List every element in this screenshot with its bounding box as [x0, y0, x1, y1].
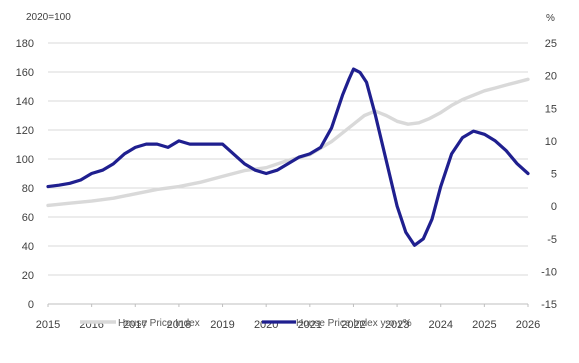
- x-tick-label: 2018: [167, 319, 191, 331]
- series-line-house-price-index: [46, 77, 530, 208]
- right-tick-label: 0: [551, 201, 557, 213]
- left-tick-label: 40: [22, 241, 34, 253]
- left-tick-label: 80: [22, 183, 34, 195]
- right-tick-label: -10: [541, 266, 557, 278]
- x-tick-label: 2025: [472, 319, 496, 331]
- right-tick-label: 25: [545, 38, 557, 50]
- left-tick-label: 160: [16, 67, 34, 79]
- x-tick-label: 2023: [385, 319, 409, 331]
- x-tick-label: 2021: [298, 319, 322, 331]
- right-tick-label: 5: [551, 169, 557, 181]
- x-tick-label: 2015: [36, 319, 60, 331]
- left-axis: 0 20 40 60 80 100 120 140 160 180: [16, 38, 34, 311]
- left-tick-label: 20: [22, 270, 34, 282]
- series-layer: [46, 67, 530, 247]
- left-tick-label: 140: [16, 96, 34, 108]
- x-tick-label: 2024: [428, 319, 452, 331]
- legend-label-house-price-index-yoy: House Price Index y-o-y%: [296, 318, 412, 329]
- x-tick-label: 2022: [341, 319, 365, 331]
- left-axis-unit-label: 2020=100: [26, 12, 71, 23]
- right-tick-label: 20: [545, 71, 557, 83]
- left-tick-label: 100: [16, 154, 34, 166]
- legend: House Price Index House Price Index y-o-…: [80, 318, 412, 329]
- legend-label-house-price-index: House Price Index: [118, 318, 200, 329]
- left-tick-label: 120: [16, 125, 34, 137]
- right-tick-label: -15: [541, 299, 557, 311]
- x-axis: 2015 2016 2017 2018 2019 2020 2021 2022 2023 2024…: [36, 304, 540, 331]
- right-axis-unit-label: %: [546, 13, 555, 24]
- x-tick-label: 2019: [210, 319, 234, 331]
- left-tick-label: 60: [22, 212, 34, 224]
- left-tick-label: 180: [16, 38, 34, 50]
- right-axis: -15 -10 -5 0 5 10 15 20 25: [541, 38, 557, 311]
- series-line-house-price-index-yoy: [46, 67, 530, 247]
- gridlines: [48, 42, 528, 305]
- right-tick-label: 10: [545, 136, 557, 148]
- x-tick-label: 2017: [123, 319, 147, 331]
- x-tick-label: 2026: [516, 319, 540, 331]
- right-tick-label: 15: [545, 103, 557, 115]
- left-tick-label: 0: [28, 299, 34, 311]
- right-tick-label: -5: [547, 234, 557, 246]
